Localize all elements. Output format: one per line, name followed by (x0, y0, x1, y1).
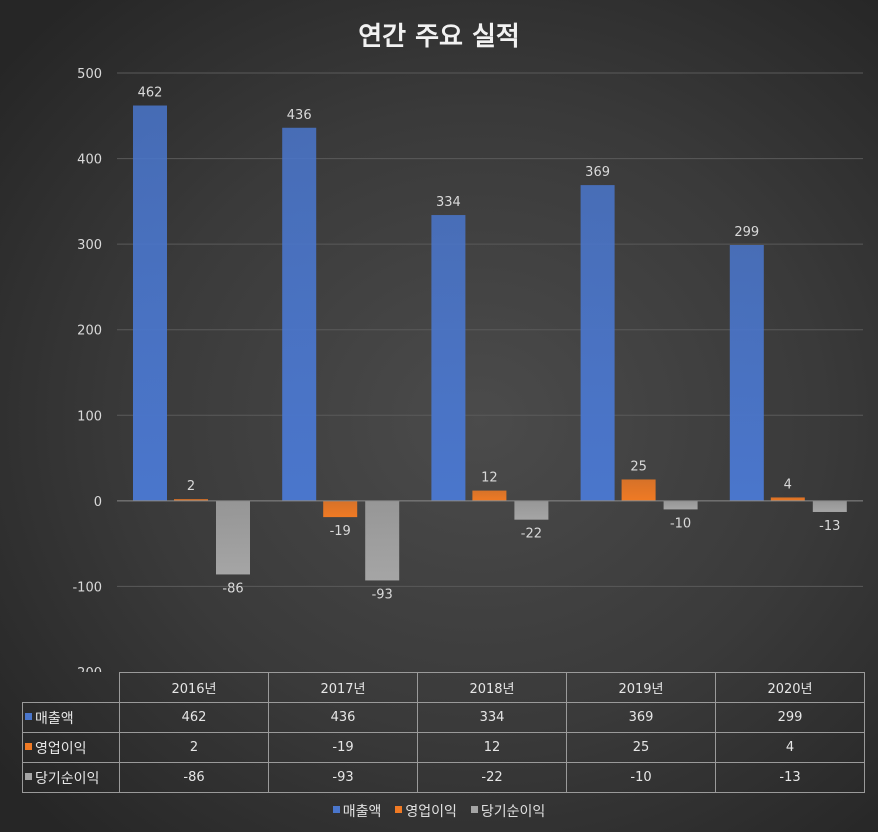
bar-매출액 (580, 185, 615, 501)
data-label: 436 (287, 108, 312, 123)
legend-label: 당기순이익 (480, 804, 546, 820)
table-cell: 25 (566, 732, 716, 763)
data-label: 4 (784, 477, 792, 492)
table-row-label: 당기순이익 (22, 762, 120, 793)
table-cell: 2 (119, 732, 269, 763)
chart-title: 연간 주요 실적 (358, 22, 520, 52)
data-label: 2 (187, 479, 195, 494)
data-label: -93 (372, 587, 393, 602)
series-name: 당기순이익 (35, 770, 100, 787)
series-swatch-icon (25, 712, 32, 720)
table-cell: -93 (268, 762, 418, 793)
table-cell: -19 (268, 732, 418, 763)
legend-item: 영업이익 (395, 804, 457, 820)
table-cell: 334 (417, 702, 567, 733)
table-cell: 462 (119, 702, 269, 733)
bar-매출액 (431, 215, 466, 501)
bar-매출액 (133, 105, 167, 501)
y-tick-label: 400 (77, 153, 102, 168)
table-cell: 4 (715, 732, 865, 763)
series-name: 영업이익 (35, 740, 87, 757)
bar-매출액 (282, 127, 317, 501)
legend-swatch-icon (395, 806, 403, 813)
bar-당기순이익 (663, 500, 698, 510)
legend: 매출액 영업이익 당기순이익 (0, 801, 878, 821)
legend-swatch-icon (332, 806, 340, 813)
y-tick-label: 500 (77, 67, 102, 82)
table-row-label: 영업이익 (22, 732, 120, 763)
legend-label: 매출액 (342, 804, 382, 820)
table-corner (22, 672, 120, 703)
bar-당기순이익 (365, 500, 400, 581)
bar-영업이익 (770, 497, 805, 501)
y-tick-label: -100 (72, 580, 102, 595)
bar-당기순이익 (216, 500, 250, 575)
data-label: 334 (436, 195, 461, 210)
table-header-cell: 2016년 (119, 672, 269, 703)
table-cell: 436 (268, 702, 418, 733)
table-row: 매출액 462 436 334 369 299 (22, 702, 865, 733)
legend-item: 매출액 (332, 804, 382, 820)
table-header-row: 2016년 2017년 2018년 2019년 2020년 (22, 672, 865, 703)
data-label: -10 (670, 516, 691, 531)
table-row-label: 매출액 (22, 702, 120, 733)
legend-label: 영업이익 (405, 804, 457, 820)
data-label: 462 (138, 86, 163, 101)
table-cell: -86 (119, 762, 269, 793)
table-cell: -10 (566, 762, 716, 793)
table-header-cell: 2020년 (715, 672, 865, 703)
data-label: 369 (585, 165, 610, 180)
y-tick-label: -200 (72, 666, 102, 672)
data-label: 25 (630, 459, 647, 474)
data-label: -22 (521, 527, 542, 542)
data-label: -19 (330, 524, 351, 539)
table-cell: 299 (715, 702, 865, 733)
legend-swatch-icon (470, 806, 478, 813)
series-swatch-icon (25, 772, 32, 780)
data-table: 2016년 2017년 2018년 2019년 2020년 매출액 462 436 3… (22, 672, 865, 793)
y-tick-label: 100 (77, 409, 102, 424)
series-swatch-icon (25, 742, 32, 750)
data-label: 299 (734, 225, 759, 240)
table-row: 영업이익 2 -19 12 25 4 (22, 732, 865, 763)
bar-매출액 (729, 244, 764, 501)
y-tick-label: 300 (77, 238, 102, 253)
table-cell: -13 (715, 762, 865, 793)
bar-영업이익 (174, 499, 208, 501)
table-header-cell: 2019년 (566, 672, 716, 703)
bar-chart: 500 400 300 200 100 0 -100 -200 462 2 -86 436 -19 -93… (72, 67, 863, 672)
table-header-cell: 2017년 (268, 672, 418, 703)
data-label: -13 (819, 519, 840, 534)
table-cell: 12 (417, 732, 567, 763)
data-label: 12 (481, 471, 498, 486)
table-header-cell: 2018년 (417, 672, 567, 703)
bar-당기순이익 (812, 500, 847, 512)
bar-영업이익 (621, 479, 656, 501)
bar-영업이익 (472, 490, 507, 501)
bar-영업이익 (323, 500, 358, 518)
series-name: 매출액 (35, 710, 74, 727)
table-cell: 369 (566, 702, 716, 733)
y-tick-label: 0 (94, 495, 102, 510)
bar-당기순이익 (514, 500, 549, 520)
table-row: 당기순이익 -86 -93 -22 -10 -13 (22, 762, 865, 793)
table-cell: -22 (417, 762, 567, 793)
legend-item: 당기순이익 (470, 804, 546, 820)
data-label: -86 (222, 581, 243, 596)
y-tick-label: 200 (77, 324, 102, 339)
